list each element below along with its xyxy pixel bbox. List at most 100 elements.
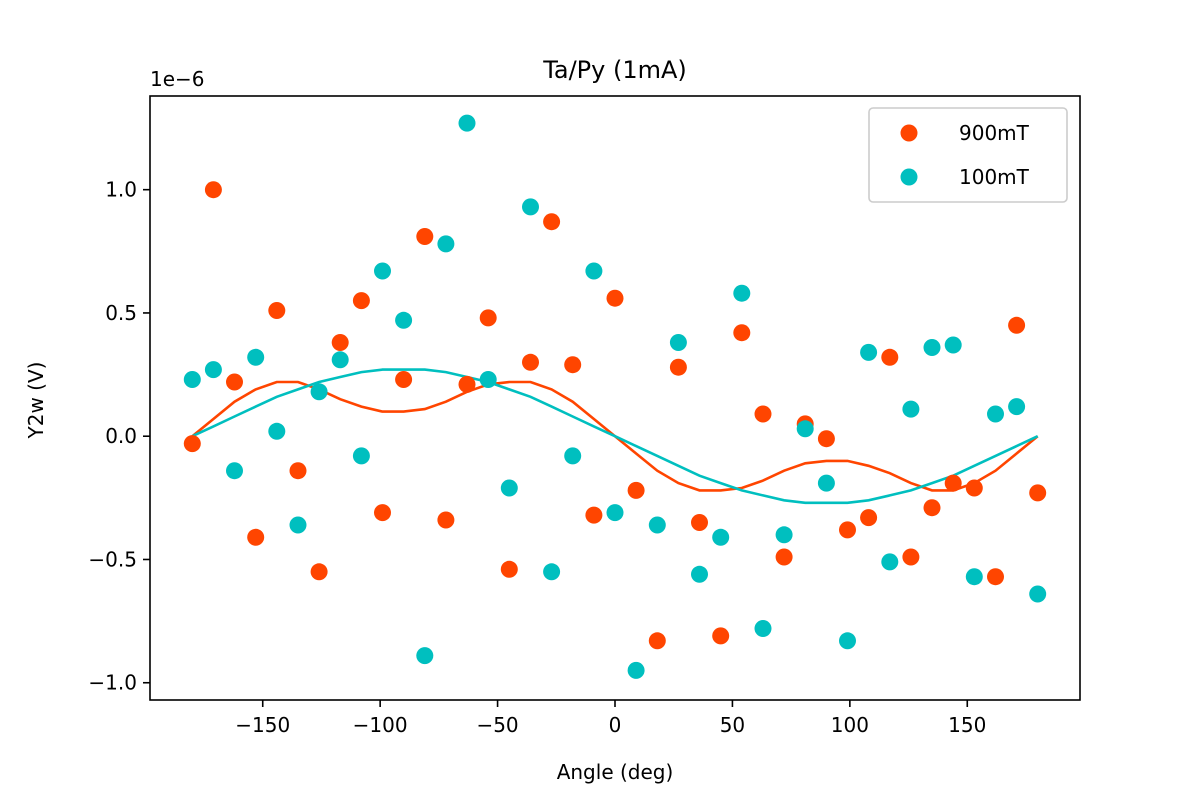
series-1-fit-line xyxy=(191,368,1039,505)
series-1-data-point xyxy=(395,311,413,329)
x-axis-label: Angle (deg) xyxy=(557,760,674,784)
series-0-data-point xyxy=(543,213,561,231)
series-1-data-point xyxy=(1029,585,1047,603)
x-tick-label: 0 xyxy=(609,713,622,737)
series-0-data-point xyxy=(331,334,349,351)
series-0-data-point xyxy=(712,627,730,645)
series-1-data-point xyxy=(226,462,243,480)
series-0-data-point xyxy=(395,371,413,388)
series-1-data-point xyxy=(648,516,666,534)
series-1-data-point xyxy=(352,447,370,465)
x-tick-label: −100 xyxy=(353,713,408,737)
series-0-data-point xyxy=(965,479,983,497)
series-0-data-point xyxy=(268,302,286,319)
x-tick-label: 50 xyxy=(720,713,745,737)
series-1-data-point xyxy=(754,620,772,637)
series-0-data-point xyxy=(437,511,455,529)
series-0-data-point xyxy=(204,181,222,199)
series-1-data-point xyxy=(669,334,687,351)
series-0-data-point xyxy=(458,375,476,393)
series-1-data-point xyxy=(775,526,793,544)
series-0-data-point xyxy=(839,521,856,539)
series-1-data-point xyxy=(944,336,962,354)
y-tick-label: 0.5 xyxy=(105,301,137,325)
legend: 900mT 100mT xyxy=(868,107,1068,203)
series-0-data-point xyxy=(310,563,328,581)
series-1-data-point xyxy=(458,114,476,132)
series-1-data-point xyxy=(564,447,582,465)
x-tick-label: 150 xyxy=(948,713,986,737)
series-0-data-point xyxy=(1008,316,1026,334)
series-0-data-point xyxy=(817,430,835,448)
y-tick-label: −1.0 xyxy=(88,671,137,695)
series-0-data-point xyxy=(247,528,265,546)
series-0-data-point xyxy=(1029,484,1047,502)
series-1-data-point xyxy=(923,339,941,356)
series-1-data-point xyxy=(902,400,920,418)
legend-label-1: 100mT xyxy=(959,165,1030,189)
series-1-data-point xyxy=(310,383,328,401)
series-1-data-point xyxy=(817,474,835,492)
series-0-data-point xyxy=(627,481,645,499)
series-0-data-point xyxy=(669,358,687,376)
series-0-data-point xyxy=(944,474,962,492)
series-0-data-point xyxy=(226,373,243,391)
series-1-data-point xyxy=(247,348,265,366)
series-1-data-point xyxy=(712,528,730,546)
series-1-data-point xyxy=(881,553,899,571)
series-1-data-point xyxy=(543,563,561,581)
series-0-data-point xyxy=(500,560,518,578)
series-0-data-point xyxy=(352,292,370,310)
series-1-data-point xyxy=(965,568,983,586)
y-tick-label: 1.0 xyxy=(105,178,137,202)
x-tick-label: 100 xyxy=(831,713,869,737)
series-1-data-point xyxy=(585,262,603,280)
series-1-data-point xyxy=(374,262,391,280)
series-0-data-point xyxy=(479,309,497,327)
series-0-data-point xyxy=(289,462,307,480)
series-0-data-point xyxy=(183,435,201,453)
series-1-data-point xyxy=(796,420,814,438)
x-tick-label: −150 xyxy=(235,713,290,737)
y-tick-label: −0.5 xyxy=(88,547,137,571)
series-0-data-point xyxy=(733,324,751,342)
series-1-data-point xyxy=(839,632,856,650)
series-1-data-point xyxy=(268,422,286,440)
series-1-data-point xyxy=(987,405,1004,423)
axes-frame xyxy=(149,95,1081,701)
series-0-data-point xyxy=(522,353,539,371)
series-0-data-point xyxy=(585,506,603,524)
y-axis-label: Y2w (V) xyxy=(24,362,48,440)
legend-label-0: 900mT xyxy=(959,121,1030,145)
series-1-data-point xyxy=(733,284,751,302)
series-0-data-point xyxy=(775,548,793,566)
plot-area: −150 −100 −50 0 50 100 150 −1.0 −0.5 0.0 0.5 1.0 xyxy=(88,95,1081,737)
series-1-data-point xyxy=(627,661,645,679)
series-1-data-point xyxy=(204,361,222,379)
x-tick-label: −50 xyxy=(476,713,518,737)
series-0-data-point xyxy=(564,356,582,374)
series-1-data-point xyxy=(860,343,878,361)
series-0-data-point xyxy=(606,289,624,307)
series-1-data-point xyxy=(289,516,307,534)
series-0-data-point xyxy=(902,548,920,566)
series-1-data-point xyxy=(1008,398,1026,416)
series-1-data-point xyxy=(522,198,539,216)
series-0-data-point xyxy=(416,228,434,245)
series-1-data-point xyxy=(691,565,708,583)
y-tick-label: 0.0 xyxy=(105,424,137,448)
legend-frame xyxy=(868,107,1068,203)
series-1-data-point xyxy=(437,235,455,253)
series-0-data-point xyxy=(691,514,708,531)
series-1-data-point xyxy=(183,371,201,388)
series-1-data-point xyxy=(606,504,624,522)
series-1-data-point xyxy=(479,371,497,388)
series-0-data-point xyxy=(923,499,941,517)
series-0-data-point xyxy=(860,509,878,527)
series-0-data-point xyxy=(987,568,1004,586)
series-0-data-point xyxy=(754,405,772,423)
series-0-data-point xyxy=(648,632,666,650)
legend-marker-1 xyxy=(900,168,918,186)
